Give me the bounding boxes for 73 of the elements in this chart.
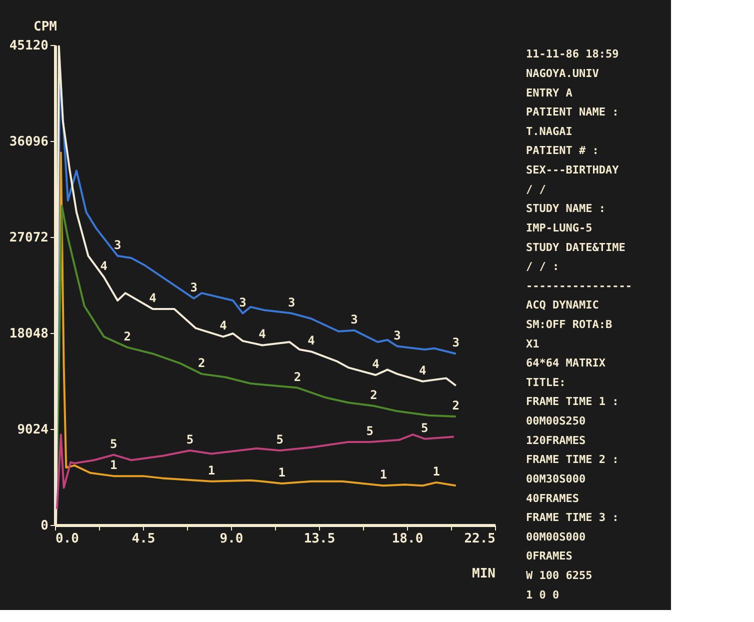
x-tick-label: 0.0 xyxy=(56,532,80,546)
text: 5 xyxy=(110,436,118,451)
y-tick-label: 18048 xyxy=(9,326,49,342)
text: 1 xyxy=(432,464,440,478)
text: 64*64 MATRIX xyxy=(526,356,606,370)
x-tick-label: 9.0 xyxy=(220,532,244,546)
text: NAGOYA.UNIV xyxy=(526,66,600,80)
text: 11-11-86 18:59 xyxy=(526,48,619,61)
text: 1 xyxy=(208,463,216,478)
series-label: 3 xyxy=(114,238,122,252)
text: W 100 6255 xyxy=(526,569,592,582)
x-tick-label: 4.5 xyxy=(132,532,156,546)
text: 0FRAMES xyxy=(526,550,572,563)
text: PATIENT # : xyxy=(526,144,599,158)
text: ---------------- xyxy=(526,279,632,292)
y-tick-label: 27072 xyxy=(9,230,48,246)
text: T.NAGAI xyxy=(526,124,572,138)
text: 3 xyxy=(350,312,358,326)
text: 40FRAMES xyxy=(526,492,579,505)
series-label: 2 xyxy=(198,356,206,370)
x-tick-label: 13.5 xyxy=(304,532,336,546)
text: 4 xyxy=(149,291,156,306)
text: 4 xyxy=(220,318,227,333)
text: STUDY DATE&TIME xyxy=(526,240,626,254)
text: 3 xyxy=(452,336,460,350)
text: 2 xyxy=(452,398,460,412)
text: FRAME TIME 3 : xyxy=(526,511,619,524)
text: 4 xyxy=(372,357,380,371)
text: 3 xyxy=(239,295,246,310)
text: 3 xyxy=(190,280,198,294)
series-label: 1 xyxy=(110,458,118,472)
text: IMP-LUNG-5 xyxy=(526,221,592,234)
y-axis-title: CPM xyxy=(34,20,58,34)
text: 00M30S000 xyxy=(526,472,586,486)
series-label: 5 xyxy=(420,420,428,435)
text: 2 xyxy=(124,329,131,344)
text: / / : xyxy=(526,260,560,274)
text: 5 xyxy=(276,432,284,447)
text: 4 xyxy=(308,334,315,348)
text: 1 xyxy=(278,466,286,480)
text: SEX---BIRTHDAY xyxy=(526,164,620,177)
text: 5 xyxy=(186,432,194,447)
text: TITLE: xyxy=(526,376,566,389)
x-tick-label: 22.5 xyxy=(464,532,496,546)
y-tick-label: 0 xyxy=(40,518,49,534)
text: / / xyxy=(526,182,546,196)
text: ENTRY A xyxy=(526,86,573,100)
text: SM:OFF ROTA:B xyxy=(526,318,612,331)
text: FRAME TIME 1 : xyxy=(526,395,619,408)
x-axis-title: MIN xyxy=(472,566,496,582)
text: 3 xyxy=(394,328,401,342)
x-tick-label: 18.0 xyxy=(392,532,424,546)
text: X1 xyxy=(526,337,540,350)
y-tick-label: 45120 xyxy=(9,38,49,54)
y-tick-label: 9024 xyxy=(17,422,49,438)
text: 00M00S250 xyxy=(526,414,586,428)
text: 1 xyxy=(380,468,388,482)
text: 3 xyxy=(288,295,296,310)
text: FRAME TIME 2 : xyxy=(526,453,619,466)
text: 00M00S000 xyxy=(526,530,586,544)
text: STUDY NAME : xyxy=(526,202,606,216)
line-series xyxy=(56,434,455,510)
text: 4 xyxy=(258,327,266,342)
series-label: 4 xyxy=(100,259,108,274)
text: 2 xyxy=(294,370,302,384)
text: PATIENT NAME : xyxy=(526,106,619,119)
text: 2 xyxy=(370,388,378,402)
text: ACQ DYNAMIC xyxy=(526,298,599,312)
y-tick-label: 36096 xyxy=(9,134,49,150)
text: 5 xyxy=(366,424,374,438)
text: 120FRAMES xyxy=(526,434,586,447)
text: 1 0 0 xyxy=(526,588,560,602)
text: 4 xyxy=(419,363,426,378)
